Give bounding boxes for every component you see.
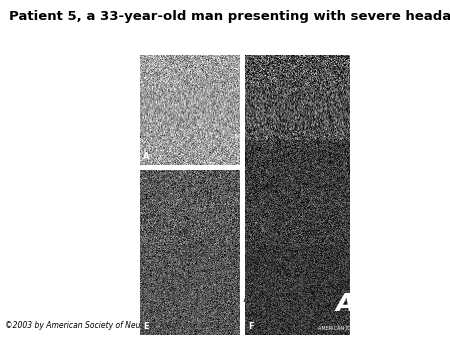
Text: Patient 5, a 33-year-old man presenting with severe headache and sinus congestio: Patient 5, a 33-year-old man presenting … (9, 10, 450, 23)
Text: D: D (248, 261, 255, 270)
Text: E: E (143, 322, 148, 331)
Text: F: F (248, 322, 254, 331)
Text: A: A (143, 152, 149, 161)
Text: ©2003 by American Society of Neuroradiology: ©2003 by American Society of Neuroradiol… (5, 321, 184, 330)
Text: AJNR: AJNR (336, 292, 405, 316)
Text: AMERICAN JOURNAL OF NEURORADIOLOGY: AMERICAN JOURNAL OF NEURORADIOLOGY (318, 326, 423, 331)
Text: Patrick C. Chang et al. AJNR Am J Neuroradiol
2003;24:1310-1316: Patrick C. Chang et al. AJNR Am J Neuror… (140, 295, 344, 316)
Text: C: C (143, 262, 149, 271)
Text: B: B (248, 152, 255, 161)
